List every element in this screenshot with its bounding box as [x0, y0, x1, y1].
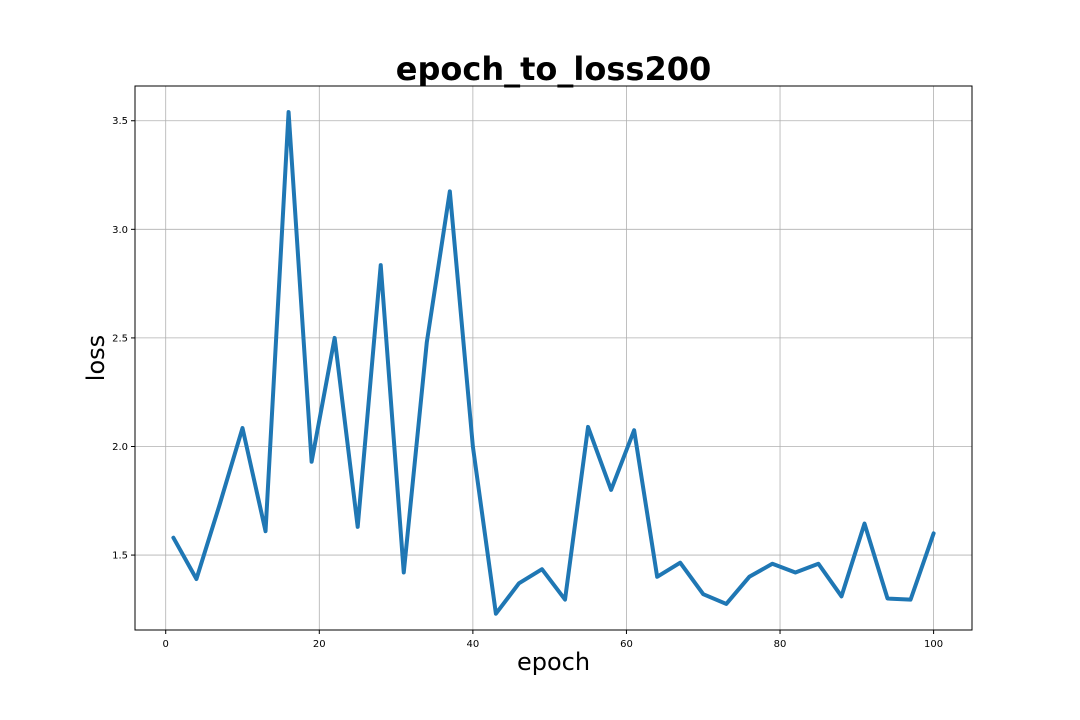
data-point	[932, 531, 936, 535]
data-point	[886, 597, 890, 601]
x-tick-label: 80	[774, 639, 787, 650]
data-point	[517, 581, 521, 585]
data-point	[909, 598, 913, 602]
data-point	[194, 577, 198, 581]
data-point	[724, 602, 728, 606]
y-tick-label: 3.5	[112, 116, 128, 127]
data-point	[863, 522, 867, 526]
x-tick-label: 60	[620, 639, 633, 650]
data-point	[609, 488, 613, 492]
data-point	[793, 570, 797, 574]
data-point	[448, 189, 452, 193]
x-tick-label: 40	[467, 639, 480, 650]
grid	[135, 86, 972, 630]
series-line-0	[171, 110, 936, 616]
data-point	[379, 263, 383, 267]
data-point	[241, 426, 245, 430]
data-point	[356, 525, 360, 529]
x-tick-label: 20	[313, 639, 326, 650]
plot-frame	[134, 85, 973, 631]
data-point	[494, 612, 498, 616]
data-point	[171, 536, 175, 540]
y-tick-label: 2.0	[112, 442, 128, 453]
data-point	[816, 562, 820, 566]
data-point	[770, 562, 774, 566]
data-point	[333, 336, 337, 340]
ticks: 0 20 40 60 80 100 1.5 2.0 2.5 3.0 3.5	[112, 116, 943, 650]
series-layer	[171, 110, 936, 616]
data-point	[655, 575, 659, 579]
data-point	[310, 460, 314, 464]
data-point	[287, 110, 291, 114]
data-point	[402, 570, 406, 574]
chart-title: epoch_to_loss200	[396, 50, 711, 88]
data-point	[264, 529, 268, 533]
data-point	[701, 592, 705, 596]
y-axis-label: loss	[82, 335, 110, 381]
data-point	[471, 445, 475, 449]
y-tick-label: 1.5	[112, 551, 128, 562]
y-tick-label: 3.0	[112, 225, 128, 236]
data-point	[217, 503, 221, 507]
data-point	[586, 425, 590, 429]
data-point	[747, 575, 751, 579]
data-point	[839, 594, 843, 598]
data-point	[678, 561, 682, 565]
y-tick-label: 2.5	[112, 333, 128, 344]
x-axis-label: epoch	[517, 648, 590, 676]
data-point	[540, 567, 544, 571]
x-tick-label: 100	[924, 639, 943, 650]
data-point	[563, 598, 567, 602]
data-point	[425, 340, 429, 344]
data-point	[632, 428, 636, 432]
x-tick-label: 0	[163, 639, 169, 650]
